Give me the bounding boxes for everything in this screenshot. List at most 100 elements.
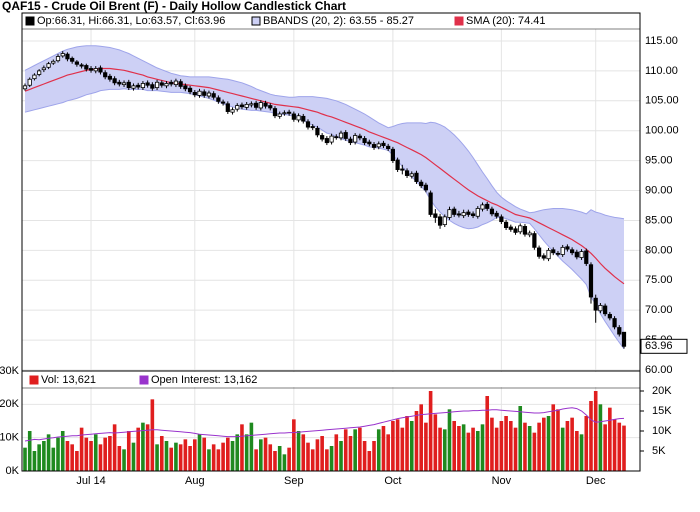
volume-bar xyxy=(542,417,546,471)
volume-bar xyxy=(296,431,301,471)
candle-body xyxy=(579,251,584,258)
volume-bar xyxy=(211,444,216,471)
candle-body xyxy=(343,132,348,139)
candle-body xyxy=(565,246,570,250)
candle-body xyxy=(107,75,112,80)
volume-bar xyxy=(84,437,89,471)
volume-bar xyxy=(570,417,574,471)
volume-bar xyxy=(216,449,221,471)
y-tick-label: 70.00 xyxy=(645,304,673,316)
candle-body xyxy=(470,213,476,217)
volume-bar xyxy=(51,447,56,471)
candle-body xyxy=(598,304,603,312)
candle-body xyxy=(117,81,122,85)
candle-body xyxy=(282,112,287,115)
candle-body xyxy=(263,102,268,107)
volume-bar xyxy=(579,434,584,471)
legend-label: Op:66.31, Hi:66.31, Lo:63.57, Cl:63.96 xyxy=(37,15,225,27)
candle-body xyxy=(324,138,329,144)
volume-bar xyxy=(334,434,339,471)
candle-body xyxy=(570,249,575,254)
x-tick-label: Sep xyxy=(284,475,304,487)
candle-body xyxy=(414,172,419,182)
volume-bar xyxy=(348,436,353,471)
volume-bar xyxy=(485,396,490,471)
volume-bar xyxy=(395,419,400,471)
candle-body xyxy=(211,93,216,98)
volume-bar xyxy=(589,401,593,471)
x-tick-label: Aug xyxy=(185,475,205,487)
legend-swatch xyxy=(25,16,35,26)
y-tick-label: 10K xyxy=(0,432,20,444)
legend-label: SMA (20): 74.41 xyxy=(466,15,546,27)
y-tick-label: 85.00 xyxy=(645,214,673,226)
candle-body xyxy=(93,68,98,72)
volume-bar xyxy=(89,441,93,471)
volume-bar xyxy=(221,442,225,471)
y2-tick-label: 15K xyxy=(652,405,672,417)
candle-body xyxy=(329,135,334,143)
volume-bar xyxy=(622,425,626,471)
candle-body xyxy=(136,84,141,88)
candle-body xyxy=(27,78,32,86)
volume-bar xyxy=(527,426,532,471)
candle-body xyxy=(357,135,362,139)
y-tick-label: 0K xyxy=(6,465,20,477)
legend-label: Open Interest: 13,162 xyxy=(151,374,257,386)
candle-body xyxy=(277,113,282,117)
volume-bar xyxy=(259,439,263,471)
open-interest-line xyxy=(24,407,625,442)
candle-body xyxy=(126,81,131,89)
legend-swatch xyxy=(454,16,464,26)
volume-bar xyxy=(282,454,287,471)
volume-bar xyxy=(268,444,273,471)
volume-bar xyxy=(353,429,357,471)
candle-body xyxy=(60,53,65,57)
candle-body xyxy=(239,104,245,108)
volume-bar xyxy=(263,437,268,471)
candle-body xyxy=(367,141,372,145)
chart-title: QAF15 - Crude Oil Brent (F) - Daily Holl… xyxy=(2,0,346,13)
volume-bar xyxy=(164,441,169,471)
candle-body xyxy=(503,221,509,229)
volume-bar xyxy=(452,421,457,471)
plot: 60.0065.0070.0075.0080.0085.0090.0095.00… xyxy=(0,14,688,487)
candle-body xyxy=(55,56,61,62)
volume-bar xyxy=(150,399,155,471)
volume-bar xyxy=(306,442,310,471)
y-tick-label: 90.00 xyxy=(645,184,673,196)
y-tick-label: 95.00 xyxy=(645,155,673,167)
volume-bar xyxy=(131,442,136,471)
candle-body xyxy=(395,159,400,170)
legend-label: BBANDS (20, 2): 63.55 - 85.27 xyxy=(263,15,414,27)
candle-body xyxy=(150,84,155,89)
x-tick-label: Oct xyxy=(384,475,401,487)
volume-bar xyxy=(598,404,603,471)
volume-bar xyxy=(56,437,60,471)
candle-body xyxy=(612,318,617,328)
candle-body xyxy=(169,81,174,85)
volume-bar xyxy=(509,421,513,471)
y-tick-label: 60.00 xyxy=(645,364,673,376)
band-line xyxy=(24,45,625,220)
volume-bar xyxy=(325,449,329,471)
volume-bar xyxy=(46,434,51,471)
y-tick-label: 75.00 xyxy=(645,274,673,286)
candle-body xyxy=(485,203,490,209)
candle-body xyxy=(22,85,28,90)
volume-bar xyxy=(518,406,523,471)
candle-body xyxy=(291,113,296,120)
y-tick-label: 105.00 xyxy=(645,95,679,107)
candle-body xyxy=(305,121,311,128)
candle-body xyxy=(140,83,146,89)
volume-bar xyxy=(409,421,414,471)
candle-body xyxy=(225,103,230,112)
volume-bar xyxy=(301,434,306,471)
volume-bar xyxy=(424,422,428,471)
volume-bar xyxy=(117,446,122,471)
volume-bar xyxy=(292,419,296,471)
candle-body xyxy=(433,213,438,218)
candle-body xyxy=(574,251,579,258)
volume-bar xyxy=(277,446,282,471)
